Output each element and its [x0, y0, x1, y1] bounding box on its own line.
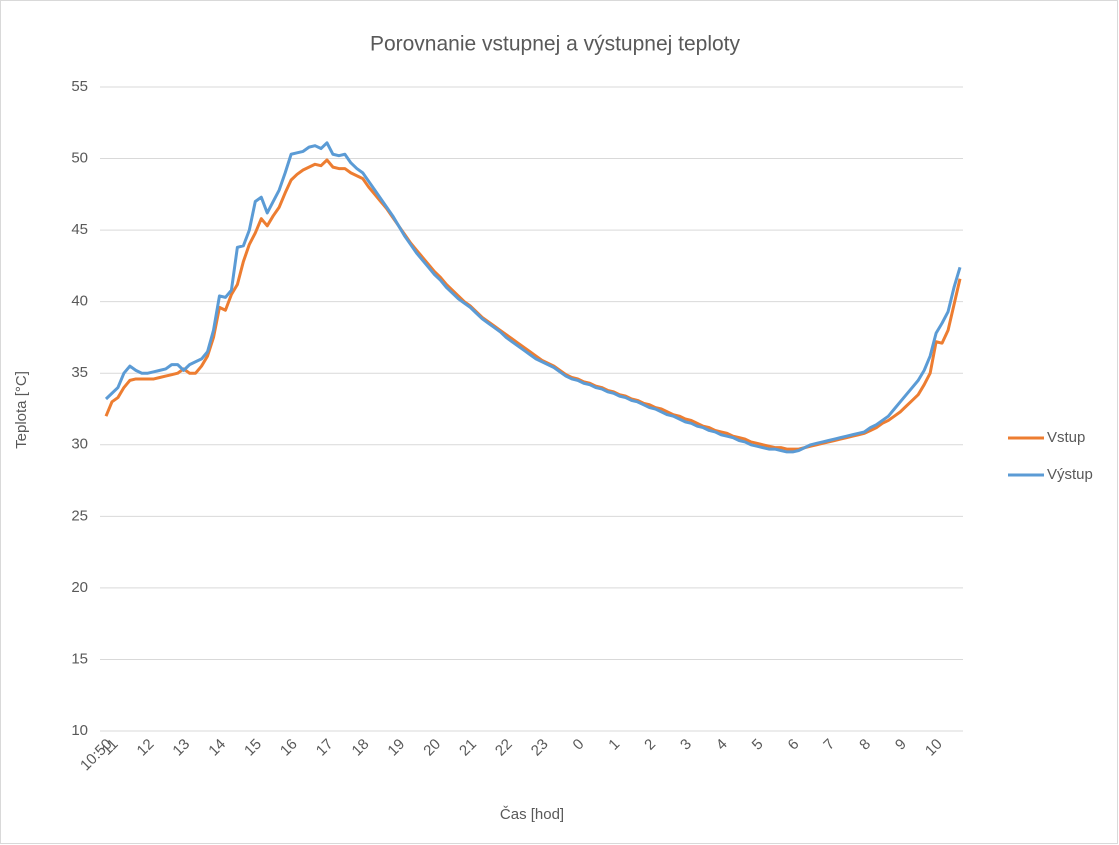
y-tick-label: 20 [71, 579, 88, 596]
y-tick-label: 50 [71, 150, 88, 167]
series-line [104, 141, 962, 454]
y-tick-label: 55 [71, 78, 88, 95]
x-axis-title: Čas [hod] [500, 806, 564, 823]
y-tick-label: 35 [71, 364, 88, 381]
y-tick-label: 30 [71, 436, 88, 453]
y-tick-label: 15 [71, 650, 88, 667]
legend-label: Výstup [1047, 466, 1093, 483]
chart-title: Porovnanie vstupnej a výstupnej teploty [370, 33, 741, 56]
y-axis-title: Teplota [°C] [13, 371, 30, 449]
y-tick-label: 45 [71, 221, 88, 238]
legend-label: Vstup [1047, 429, 1085, 446]
y-tick-label: 40 [71, 293, 88, 310]
y-tick-label: 10 [71, 722, 88, 739]
y-tick-label: 25 [71, 507, 88, 524]
